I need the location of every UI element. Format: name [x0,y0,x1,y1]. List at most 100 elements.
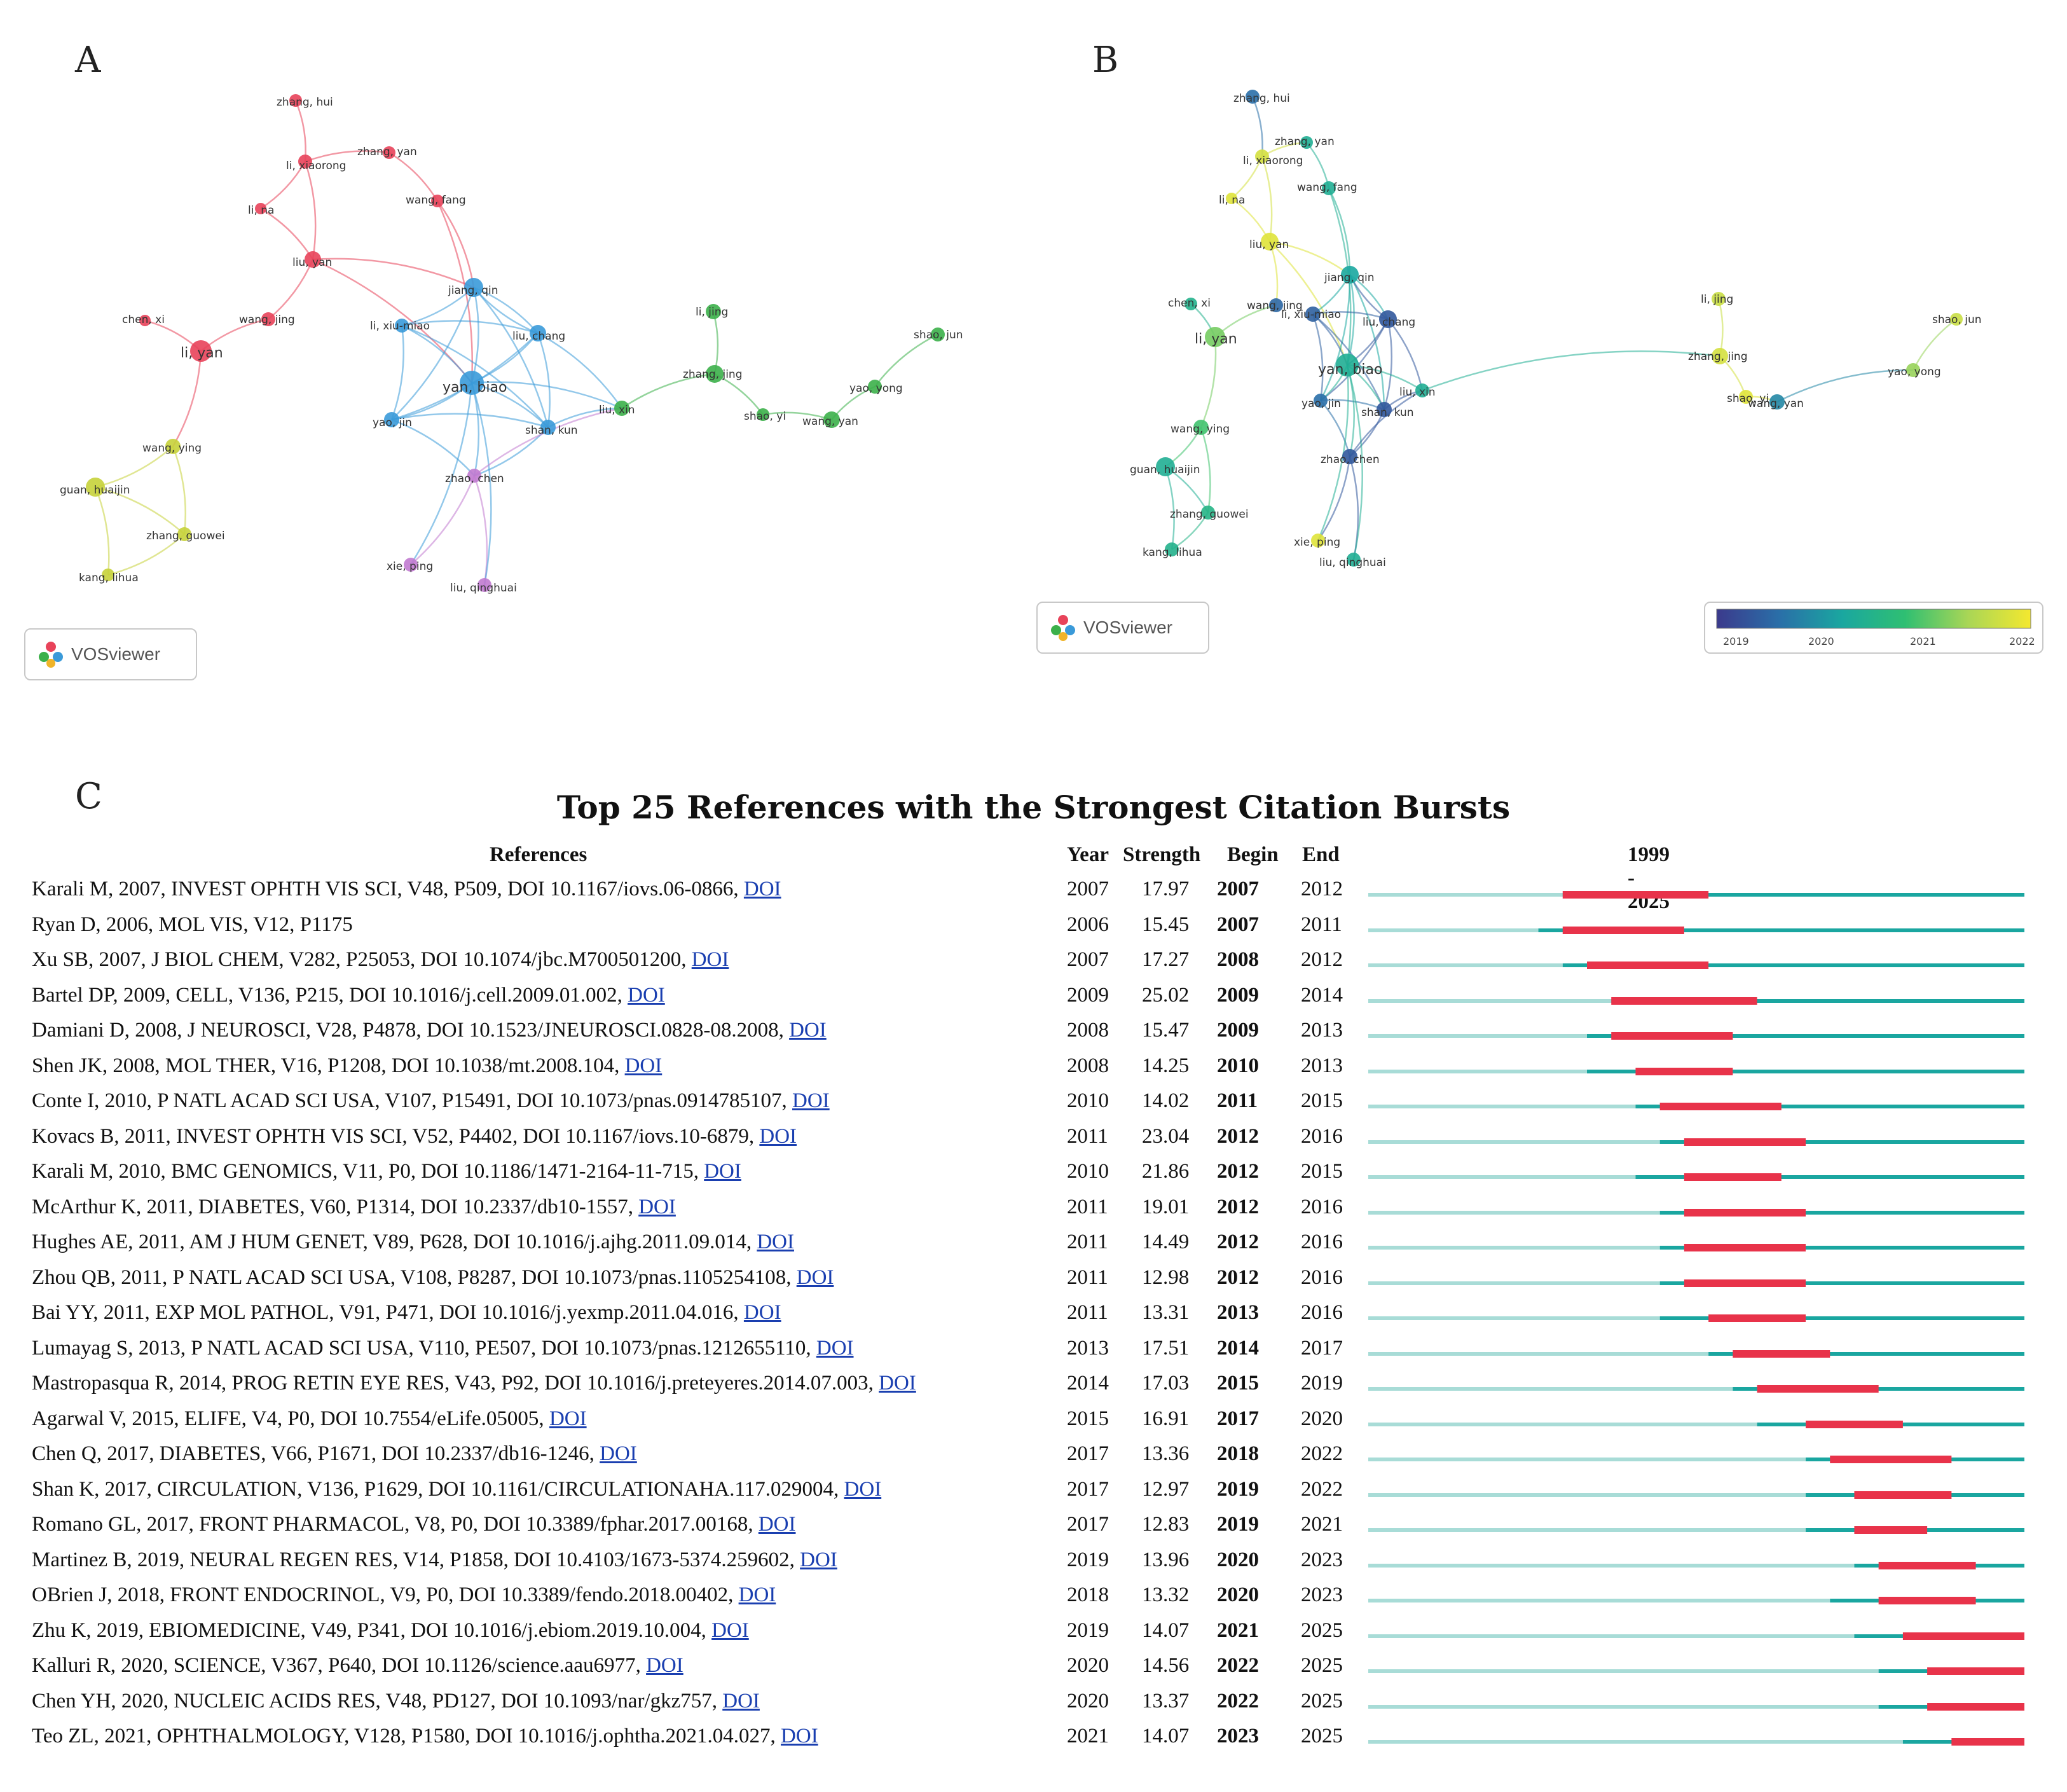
author-node[interactable] [261,312,275,326]
timeline-before [1368,893,1563,897]
author-node[interactable] [1314,394,1328,408]
author-node[interactable] [190,340,212,362]
doi-link[interactable]: DOI [743,1301,781,1324]
author-node[interactable] [460,371,484,395]
author-node[interactable] [1269,298,1283,312]
author-node[interactable] [823,411,840,428]
doi-link[interactable]: DOI [722,1689,760,1713]
author-node[interactable] [298,155,312,169]
author-node[interactable] [757,408,769,421]
author-node[interactable] [1261,233,1279,251]
author-node[interactable] [1255,149,1269,163]
author-label: li, na [1219,194,1245,207]
author-node[interactable] [931,327,945,341]
author-node[interactable] [1739,390,1753,404]
end-cell: 2015 [1301,1160,1343,1183]
strength-cell: 14.07 [1142,1618,1190,1642]
timeline-before [1368,1422,1757,1426]
doi-link[interactable]: DOI [628,983,665,1007]
author-node[interactable] [139,315,151,326]
reference-citation: Xu SB, 2007, J BIOL CHEM, V282, P25053, … [32,948,692,971]
doi-link[interactable]: DOI [757,1230,794,1253]
author-node[interactable] [540,420,556,435]
doi-link[interactable]: DOI [879,1372,916,1395]
doi-link[interactable]: DOI [691,948,729,971]
author-node[interactable] [1347,553,1361,567]
author-node[interactable] [1311,534,1325,548]
author-node[interactable] [1165,542,1179,556]
doi-link[interactable]: DOI [759,1124,797,1148]
author-node[interactable] [1205,327,1225,347]
reference-citation: OBrien J, 2018, FRONT ENDOCRINOL, V9, P0… [32,1583,739,1606]
author-node[interactable] [255,203,266,214]
author-node[interactable] [1377,402,1392,417]
author-node[interactable] [1769,394,1785,410]
doi-link[interactable]: DOI [844,1477,882,1501]
author-node[interactable] [1226,193,1237,204]
author-node[interactable] [1336,354,1359,376]
author-node[interactable] [1300,136,1313,149]
author-node[interactable] [1201,506,1215,520]
author-node[interactable] [1712,292,1726,306]
doi-link[interactable]: DOI [600,1442,637,1465]
author-node[interactable] [1341,266,1359,284]
strength-cell: 14.02 [1142,1089,1190,1112]
author-node[interactable] [404,558,418,572]
doi-link[interactable]: DOI [549,1407,587,1430]
author-node[interactable] [1950,313,1963,326]
doi-link[interactable]: DOI [646,1654,683,1677]
author-node[interactable] [383,146,395,159]
burst-bar [1562,926,1684,934]
author-node[interactable] [102,569,114,581]
author-node[interactable] [868,380,882,394]
doi-link[interactable]: DOI [796,1265,834,1289]
author-node[interactable] [1156,457,1175,476]
author-node[interactable] [289,94,302,107]
author-node[interactable] [1246,90,1260,104]
author-node[interactable] [1185,298,1197,310]
author-node[interactable] [614,401,629,416]
doi-link[interactable]: DOI [743,878,781,900]
doi-link[interactable]: DOI [816,1336,854,1360]
author-node[interactable] [1379,310,1397,328]
doi-link[interactable]: DOI [711,1618,749,1642]
author-node[interactable] [477,578,491,592]
author-node[interactable] [1712,348,1728,364]
author-node[interactable] [431,195,444,207]
author-node[interactable] [706,304,721,319]
doi-link[interactable]: DOI [704,1160,741,1183]
reference-citation: Shan K, 2017, CIRCULATION, V136, P1629, … [32,1477,844,1501]
doi-link[interactable]: DOI [758,1513,796,1536]
author-node[interactable] [1342,449,1357,464]
doi-link[interactable]: DOI [781,1725,818,1747]
author-node[interactable] [1193,420,1209,435]
doi-link[interactable]: DOI [738,1583,776,1606]
author-node[interactable] [384,412,399,427]
doi-link[interactable]: DOI [624,1054,663,1077]
reference-citation: Kalluri R, 2020, SCIENCE, V367, P640, DO… [32,1654,647,1677]
author-node[interactable] [305,251,321,268]
end-cell: 2019 [1301,1372,1343,1395]
doi-link[interactable]: DOI [800,1548,837,1571]
timeline-active [1587,1069,2024,1073]
author-node[interactable] [1305,307,1321,322]
network-edge [1346,364,1363,560]
author-node[interactable] [86,478,105,497]
author-node[interactable] [1415,383,1429,397]
author-node[interactable] [165,439,181,454]
begin-cell: 2019 [1217,1513,1259,1536]
author-node[interactable] [530,325,546,341]
doi-link[interactable]: DOI [792,1089,830,1112]
author-node[interactable] [706,365,724,383]
author-node[interactable] [1906,363,1920,377]
author-node[interactable] [395,319,409,333]
doi-link[interactable]: DOI [789,1019,827,1042]
author-node[interactable] [1322,181,1336,195]
timeline-before [1368,1210,1660,1215]
author-node[interactable] [177,527,191,541]
author-node[interactable] [467,469,481,483]
begin-cell: 2015 [1217,1372,1259,1395]
doi-link[interactable]: DOI [638,1195,676,1218]
reference-text: Karali M, 2010, BMC GENOMICS, V11, P0, D… [32,1160,741,1183]
author-node[interactable] [464,278,483,297]
